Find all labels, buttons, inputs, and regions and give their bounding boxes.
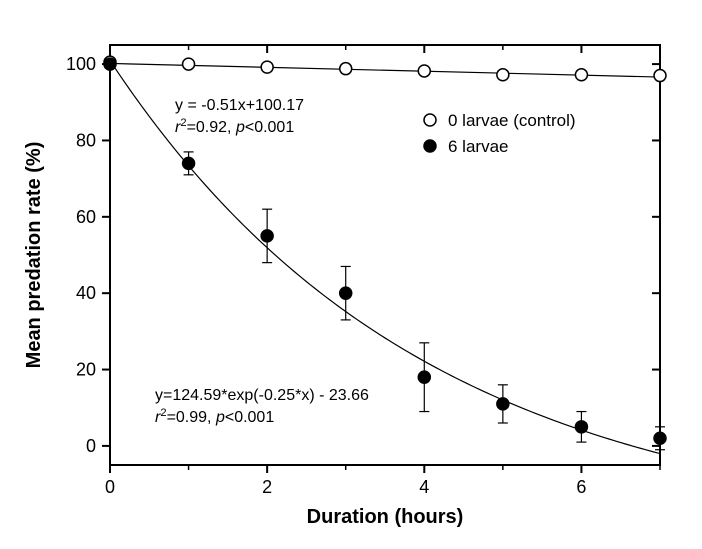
x-tick-label: 6 [576, 477, 586, 497]
data-point [340, 287, 352, 299]
predation-chart: 0246020406080100Duration (hours)Mean pre… [0, 0, 702, 549]
chart-container: 0246020406080100Duration (hours)Mean pre… [0, 0, 702, 549]
data-point [183, 58, 195, 70]
y-tick-label: 0 [86, 436, 96, 456]
data-point [654, 432, 666, 444]
y-axis-label: Mean predation rate (%) [23, 142, 45, 369]
data-point [497, 69, 509, 81]
equation-annotation: y=124.59*exp(-0.25*x) - 23.66 [155, 387, 369, 404]
legend-label: 6 larvae [448, 137, 508, 156]
data-point [575, 421, 587, 433]
data-point [418, 65, 430, 77]
x-tick-label: 2 [262, 477, 272, 497]
data-point [497, 398, 509, 410]
y-tick-label: 80 [76, 130, 96, 150]
y-tick-label: 20 [76, 360, 96, 380]
data-point [418, 371, 430, 383]
data-point [654, 70, 666, 82]
x-tick-label: 0 [105, 477, 115, 497]
equation-annotation: r2=0.99, p<0.001 [155, 407, 274, 426]
x-axis-label: Duration (hours) [307, 506, 464, 528]
data-point [104, 58, 116, 70]
data-point [261, 230, 273, 242]
y-tick-label: 100 [66, 54, 96, 74]
y-tick-label: 60 [76, 207, 96, 227]
legend-marker [424, 140, 436, 152]
legend-label: 0 larvae (control) [448, 111, 576, 130]
data-point [261, 61, 273, 73]
x-tick-label: 4 [419, 477, 429, 497]
equation-annotation: y = -0.51x+100.17 [175, 97, 304, 114]
data-point [183, 157, 195, 169]
data-point [340, 63, 352, 75]
equation-annotation: r2=0.92, p<0.001 [175, 117, 294, 136]
data-point [575, 69, 587, 81]
legend-marker [424, 114, 436, 126]
y-tick-label: 40 [76, 283, 96, 303]
